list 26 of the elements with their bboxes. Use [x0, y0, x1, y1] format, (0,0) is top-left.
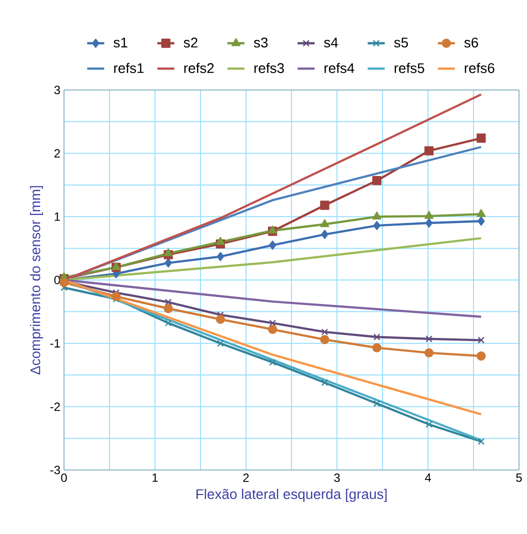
- x-tick-label: 0: [61, 474, 67, 482]
- x-axis-title: Flexão lateral esquerda [graus]: [196, 488, 387, 502]
- legend-label: refs2: [184, 62, 214, 74]
- y-tick-label: -2: [50, 402, 60, 411]
- y-tick-label: -1: [50, 339, 60, 348]
- x-tick-label: 1: [152, 474, 158, 482]
- y-tick-label: 2: [54, 149, 60, 158]
- y-tick-label: 1: [54, 212, 60, 221]
- legend-label: s1: [114, 38, 128, 48]
- legend-label: refs5: [394, 62, 424, 74]
- legend-label: s5: [394, 38, 408, 48]
- legend-label: s3: [254, 38, 268, 48]
- legend-label: refs4: [324, 62, 354, 74]
- y-tick-label: -3: [50, 466, 60, 474]
- legend-label: refs3: [254, 62, 284, 74]
- legend-label: refs1: [114, 62, 144, 74]
- x-tick-label: 3: [334, 474, 340, 482]
- legend-label: refs6: [464, 62, 494, 74]
- legend-label: s4: [324, 38, 338, 48]
- legend-label: s2: [184, 38, 198, 48]
- y-axis-title: Δcomprimento do sensor [mm]: [30, 186, 44, 375]
- legend-label: s6: [464, 38, 478, 48]
- x-tick-label: 2: [243, 474, 249, 482]
- y-tick-label: 3: [54, 86, 60, 94]
- x-tick-label: 4: [424, 474, 431, 482]
- x-tick-label: 5: [516, 474, 522, 482]
